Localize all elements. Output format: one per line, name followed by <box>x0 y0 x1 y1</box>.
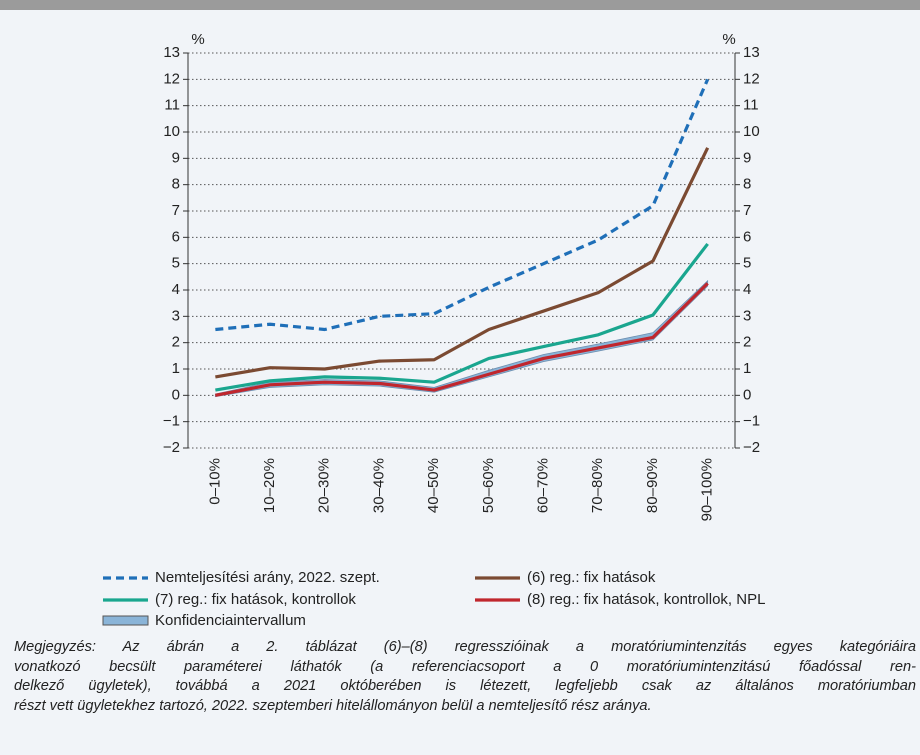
x-tick-label: 40–50% <box>425 458 442 513</box>
y-tick-label: 1 <box>172 360 180 377</box>
y2-tick-label: 6 <box>743 228 751 245</box>
x-tick-label: 50–60% <box>480 458 497 513</box>
y-tick-label: 13 <box>163 44 180 61</box>
y2-tick-label: 4 <box>743 281 751 298</box>
chart: −2−1012345678910111213−2−101234567891011… <box>102 31 765 629</box>
note: Megjegyzés: Az ábrán a 2. táblázat (6)–(… <box>14 638 916 716</box>
legend-label: Nemteljesítési arány, 2022. szept. <box>155 569 380 586</box>
y2-tick-label: 0 <box>743 386 751 403</box>
y2-tick-label: 11 <box>743 97 759 114</box>
note-line: Megjegyzés: Az ábrán a 2. táblázat (6)–(… <box>14 639 916 655</box>
y2-tick-label: −1 <box>743 413 760 430</box>
x-tick-label: 90–100% <box>699 458 716 521</box>
y-tick-label: 3 <box>172 307 180 324</box>
x-tick-label: 20–30% <box>316 458 333 513</box>
legend-label: (7) reg.: fix hatások, kontrollok <box>155 591 356 608</box>
y2-tick-label: 3 <box>743 307 751 324</box>
legend-swatch <box>102 615 149 626</box>
legend-label: Konfidenciaintervallum <box>155 612 306 629</box>
x-tick-label: 0–10% <box>206 458 223 505</box>
series-line <box>215 147 710 379</box>
y-unit: % <box>191 31 204 48</box>
note-line: vonatkozó becsült paraméterei láthatók (… <box>14 658 916 675</box>
y-tick-label: 8 <box>172 176 180 193</box>
legend-label: (8) reg.: fix hatások, kontrollok, NPL <box>527 591 765 608</box>
x-tick-label: 70–80% <box>589 458 606 513</box>
y2-unit: % <box>722 31 735 48</box>
x-tick-label: 10–20% <box>261 458 278 513</box>
note-line: delkező ügyletek), továbbá a 2021 októbe… <box>14 678 916 694</box>
x-tick-label: 30–40% <box>370 458 387 513</box>
y-tick-label: 12 <box>163 70 180 87</box>
y-tick-label: 5 <box>172 255 180 272</box>
y2-tick-label: 5 <box>743 255 751 272</box>
y2-tick-label: 9 <box>743 149 751 166</box>
x-tick-label: 60–70% <box>535 458 552 513</box>
y2-tick-label: 2 <box>743 334 751 351</box>
x-tick-label: 80–90% <box>644 458 661 513</box>
y2-tick-label: 10 <box>743 123 760 140</box>
y2-tick-label: −2 <box>743 439 760 456</box>
series-line <box>215 78 710 332</box>
y-tick-label: 6 <box>172 228 180 245</box>
y-tick-label: 4 <box>172 281 180 298</box>
y2-tick-label: 7 <box>743 202 751 219</box>
y-tick-label: 0 <box>172 386 180 403</box>
y2-tick-label: 1 <box>743 360 751 377</box>
series-line <box>215 242 709 392</box>
y-tick-label: 11 <box>164 97 180 114</box>
y2-tick-label: 13 <box>743 44 760 61</box>
top-bar <box>0 0 920 10</box>
note-line: részt vett ügyletekhez tartozó, 2022. sz… <box>14 697 652 714</box>
y-tick-label: 7 <box>172 202 180 219</box>
y-tick-label: 9 <box>172 149 180 166</box>
series-line <box>215 282 709 397</box>
y2-tick-label: 12 <box>743 70 760 87</box>
y-tick-label: 10 <box>163 123 180 140</box>
y-tick-label: −1 <box>163 413 180 430</box>
y-tick-label: −2 <box>163 439 180 456</box>
y2-tick-label: 8 <box>743 176 751 193</box>
y-tick-label: 2 <box>172 334 180 351</box>
legend-label: (6) reg.: fix hatások <box>527 569 656 586</box>
